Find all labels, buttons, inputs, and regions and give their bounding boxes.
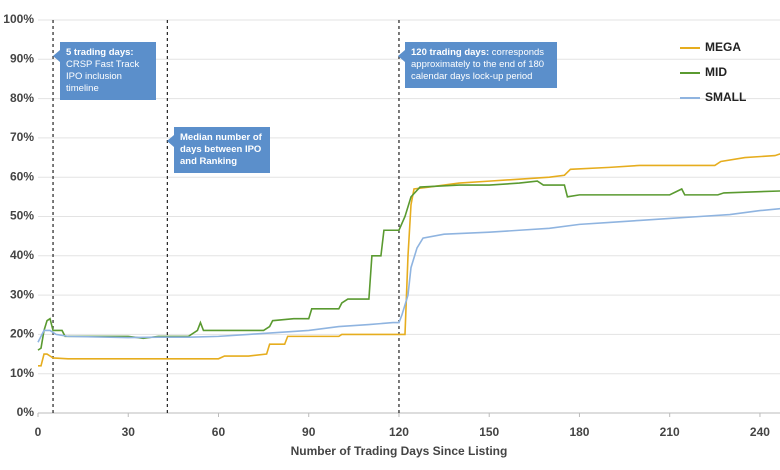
y-tick-label: 90% xyxy=(10,51,34,65)
y-tick-label: 0% xyxy=(17,405,35,419)
y-tick-label: 30% xyxy=(10,287,34,301)
x-tick-label: 0 xyxy=(35,425,42,439)
y-tick-label: 60% xyxy=(10,169,34,183)
y-tick-label: 80% xyxy=(10,91,34,105)
y-tick-label: 50% xyxy=(10,209,34,223)
legend-label: MEGA xyxy=(705,40,741,54)
callout-bold: Median number of days between IPO and Ra… xyxy=(180,132,262,167)
series-line xyxy=(37,180,780,351)
y-tick-label: 70% xyxy=(10,130,34,144)
x-tick-label: 60 xyxy=(212,425,226,439)
callout-text: corresponds approximately to the end of … xyxy=(411,47,545,82)
x-tick-label: 240 xyxy=(750,425,770,439)
callout: 120 trading days: corresponds approximat… xyxy=(398,42,557,88)
legend-label: MID xyxy=(705,65,727,79)
callout-text: CRSP Fast Track IPO inclusion timeline xyxy=(66,59,140,94)
x-tick-label: 30 xyxy=(122,425,136,439)
x-tick-label: 90 xyxy=(302,425,316,439)
callout: 5 trading days: CRSP Fast Track IPO incl… xyxy=(53,42,156,100)
series-line xyxy=(37,207,780,343)
x-tick-label: 210 xyxy=(660,425,680,439)
x-axis-label: Number of Trading Days Since Listing xyxy=(291,444,508,458)
callout: Median number of days between IPO and Ra… xyxy=(167,127,270,173)
series-line xyxy=(38,153,780,367)
y-tick-label: 20% xyxy=(10,327,34,341)
callout-bold: 5 trading days: xyxy=(66,47,134,58)
legend-label: SMALL xyxy=(705,90,746,104)
y-tick-label: 100% xyxy=(3,12,34,26)
callout-bold: 120 trading days: xyxy=(411,47,490,58)
x-tick-label: 120 xyxy=(389,425,409,439)
y-tick-label: 10% xyxy=(10,366,34,380)
y-tick-label: 40% xyxy=(10,248,34,262)
x-tick-label: 150 xyxy=(479,425,499,439)
x-tick-label: 180 xyxy=(569,425,589,439)
